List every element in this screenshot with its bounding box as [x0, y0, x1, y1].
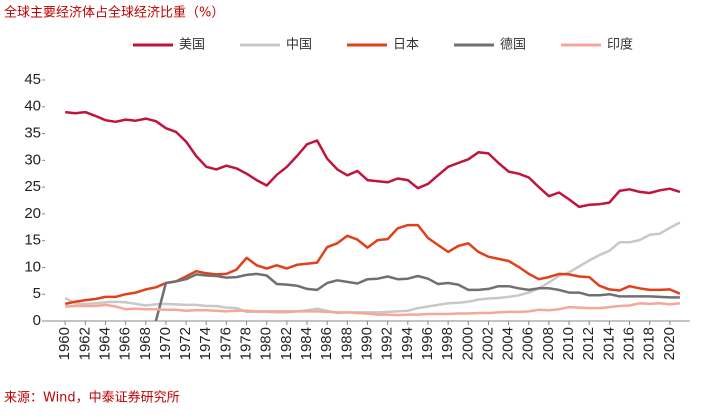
series-line [65, 110, 681, 209]
series-line [65, 302, 681, 317]
legend-label: 中国 [286, 38, 312, 53]
x-tick-label: 1980 [258, 327, 275, 360]
source-note: 来源：Wind，中泰证券研究所 [4, 390, 180, 406]
y-tick-label: 15 [24, 232, 41, 249]
x-tick-label: 1982 [278, 327, 295, 360]
x-tick-label: 1960 [56, 327, 73, 360]
x-tick-label: 1966 [117, 327, 134, 360]
x-tick-label: 1972 [177, 327, 194, 360]
series-line [64, 221, 681, 315]
y-tick-label: 10 [24, 258, 41, 275]
x-tick-label: 2010 [560, 327, 577, 360]
legend-label: 德国 [500, 38, 526, 53]
x-tick-label: 2000 [459, 327, 476, 360]
y-tick-label: 5 [33, 285, 41, 302]
y-tick-label: 35 [24, 125, 41, 142]
x-tick-label: 1996 [419, 327, 436, 360]
series-line [154, 272, 680, 322]
x-tick-label: 1974 [197, 327, 214, 360]
x-tick-label: 1986 [318, 327, 335, 360]
x-tick-label: 2016 [621, 327, 638, 360]
x-tick-label: 2012 [580, 327, 597, 360]
legend-label: 印度 [607, 37, 633, 53]
x-tick-label: 1990 [358, 327, 375, 360]
x-tick-label: 1962 [76, 327, 93, 360]
x-tick-label: 2018 [641, 327, 658, 360]
x-tick-label: 1992 [379, 327, 396, 360]
x-tick-label: 2006 [520, 327, 537, 360]
x-tick-label: 1964 [96, 327, 113, 360]
x-tick-label: 2014 [600, 327, 617, 360]
x-tick-label: 2002 [479, 327, 496, 360]
y-tick-label: 20 [24, 205, 41, 222]
legend-label: 日本 [393, 38, 419, 53]
x-tick-label: 2004 [500, 327, 517, 360]
x-tick-label: 1998 [439, 327, 456, 360]
series-line [64, 223, 681, 306]
y-tick-label: 40 [24, 98, 41, 115]
y-tick-label: 45 [24, 71, 41, 88]
x-tick-label: 1994 [399, 327, 416, 360]
legend-label: 美国 [179, 38, 205, 53]
y-tick-label: 30 [24, 151, 41, 168]
chart-title: 全球主要经济体占全球经济比重（%） [4, 5, 224, 21]
x-tick-label: 1984 [298, 327, 315, 360]
y-tick-label: 0 [33, 312, 41, 329]
y-tick-label: 25 [24, 178, 41, 195]
x-tick-label: 1970 [157, 327, 174, 360]
x-tick-label: 2020 [661, 327, 678, 360]
x-tick-label: 1968 [137, 327, 154, 360]
x-tick-label: 1976 [217, 327, 234, 360]
x-tick-label: 1988 [338, 327, 355, 360]
x-tick-label: 2008 [540, 327, 557, 360]
x-tick-label: 1978 [238, 327, 255, 360]
